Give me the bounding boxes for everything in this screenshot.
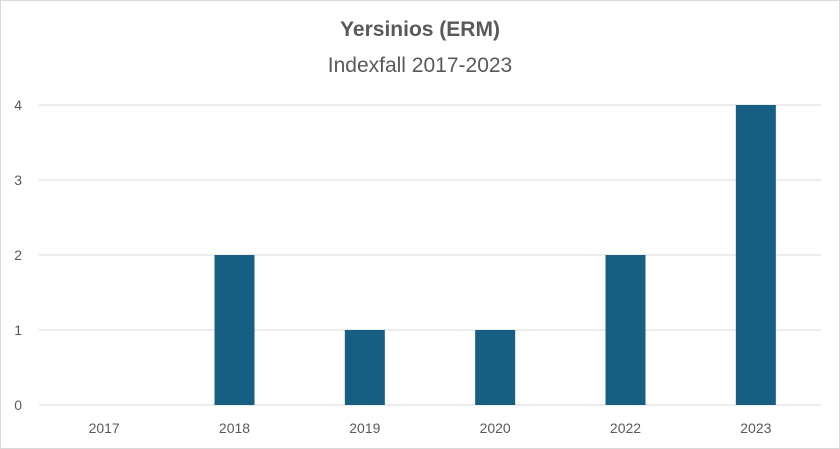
y-tick-label: 3 — [14, 172, 22, 188]
x-tick-label: 2018 — [219, 420, 250, 436]
bar-2020 — [475, 330, 516, 405]
bars — [214, 105, 776, 405]
y-tick-label: 2 — [14, 247, 22, 263]
y-tick-label: 0 — [14, 397, 22, 413]
x-tick-label: 2017 — [89, 420, 120, 436]
x-axis-ticks: 2017 2018 2019 2020 2022 2023 — [89, 420, 772, 436]
chart-subtitle: Indexfall 2017-2023 — [327, 54, 513, 77]
x-tick-label: 2020 — [480, 420, 511, 436]
x-tick-label: 2022 — [610, 420, 641, 436]
y-axis-ticks: 0 1 2 3 4 — [14, 97, 22, 413]
bar-2023 — [735, 105, 776, 405]
bar-2019 — [344, 330, 385, 405]
bar-2018 — [214, 255, 255, 405]
y-tick-label: 4 — [14, 97, 22, 113]
gridlines — [39, 104, 821, 406]
y-tick-label: 1 — [14, 322, 22, 338]
chart-title: Yersinios (ERM) — [340, 18, 500, 41]
x-tick-label: 2019 — [349, 420, 380, 436]
bar-2022 — [605, 255, 646, 405]
x-tick-label: 2023 — [740, 420, 771, 436]
